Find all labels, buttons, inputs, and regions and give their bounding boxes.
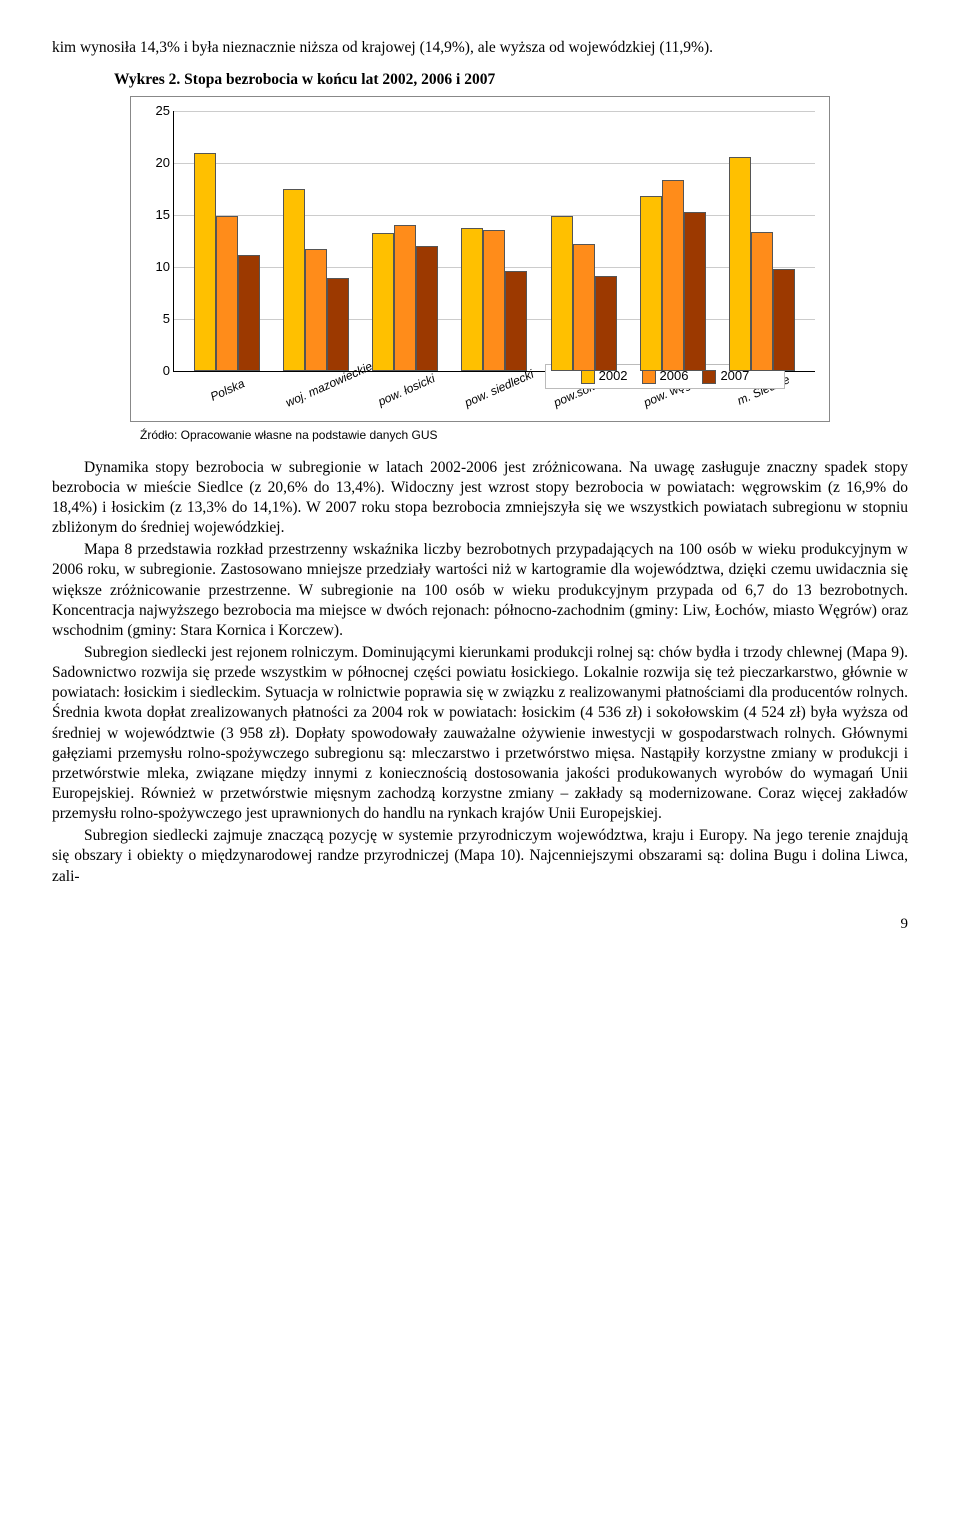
- chart-ytick: 0: [148, 363, 170, 380]
- chart-bar: [662, 180, 684, 371]
- chart-bar-group: [729, 157, 795, 371]
- chart-bar: [416, 246, 438, 371]
- chart-bar: [751, 232, 773, 371]
- chart-bar-group: [283, 189, 349, 371]
- chart-ytick: 15: [148, 207, 170, 224]
- chart-bar: [505, 271, 527, 371]
- chart-bar: [483, 230, 505, 371]
- chart-ytick: 20: [148, 155, 170, 172]
- chart-bar: [394, 225, 416, 372]
- chart-source: Źródło: Opracowanie własne na podstawie …: [140, 428, 908, 444]
- chart-bar: [461, 228, 483, 372]
- chart-ytick: 10: [148, 259, 170, 276]
- chart-bar-group: [551, 216, 617, 371]
- chart-legend-swatch: [642, 370, 656, 384]
- chart-bar: [238, 255, 260, 371]
- chart-bar: [595, 276, 617, 372]
- chart-bar: [729, 157, 751, 371]
- chart-bar-group: [640, 180, 706, 371]
- chart-bar: [684, 212, 706, 371]
- chart-legend-swatch: [581, 370, 595, 384]
- chart-gridline: [174, 215, 815, 216]
- chart-bar-group: [194, 153, 260, 371]
- chart-bar: [194, 153, 216, 371]
- chart-gridline: [174, 163, 815, 164]
- chart-bar: [573, 244, 595, 371]
- body-paragraph: Mapa 8 przedstawia rozkład przestrzenny …: [52, 540, 908, 641]
- chart-title: Wykres 2. Stopa bezrobocia w końcu lat 2…: [52, 70, 908, 90]
- chart-bar: [551, 216, 573, 371]
- chart-bar: [773, 269, 795, 371]
- page-number: 9: [52, 915, 908, 935]
- top-paragraph: kim wynosiła 14,3% i była nieznacznie ni…: [52, 38, 908, 58]
- chart-legend-swatch: [702, 370, 716, 384]
- body-paragraph: Dynamika stopy bezrobocia w subregionie …: [52, 458, 908, 539]
- chart-ytick: 25: [148, 103, 170, 120]
- chart-bar: [305, 249, 327, 372]
- body-paragraph: Subregion siedlecki zajmuje znaczącą poz…: [52, 826, 908, 886]
- body-paragraph: Subregion siedlecki jest rejonem rolnicz…: [52, 643, 908, 824]
- chart-bar: [327, 278, 349, 372]
- chart-bar-group: [461, 228, 527, 372]
- chart-plot-area: 0510152025: [173, 111, 815, 372]
- chart-bar-group: [372, 225, 438, 372]
- chart-bar: [216, 216, 238, 371]
- bar-chart: 0510152025 Polskawoj. mazowieckiepow. ło…: [130, 96, 830, 422]
- chart-bar: [372, 233, 394, 371]
- chart-gridline: [174, 111, 815, 112]
- chart-bar: [283, 189, 305, 371]
- chart-bar: [640, 196, 662, 372]
- chart-ytick: 5: [148, 311, 170, 328]
